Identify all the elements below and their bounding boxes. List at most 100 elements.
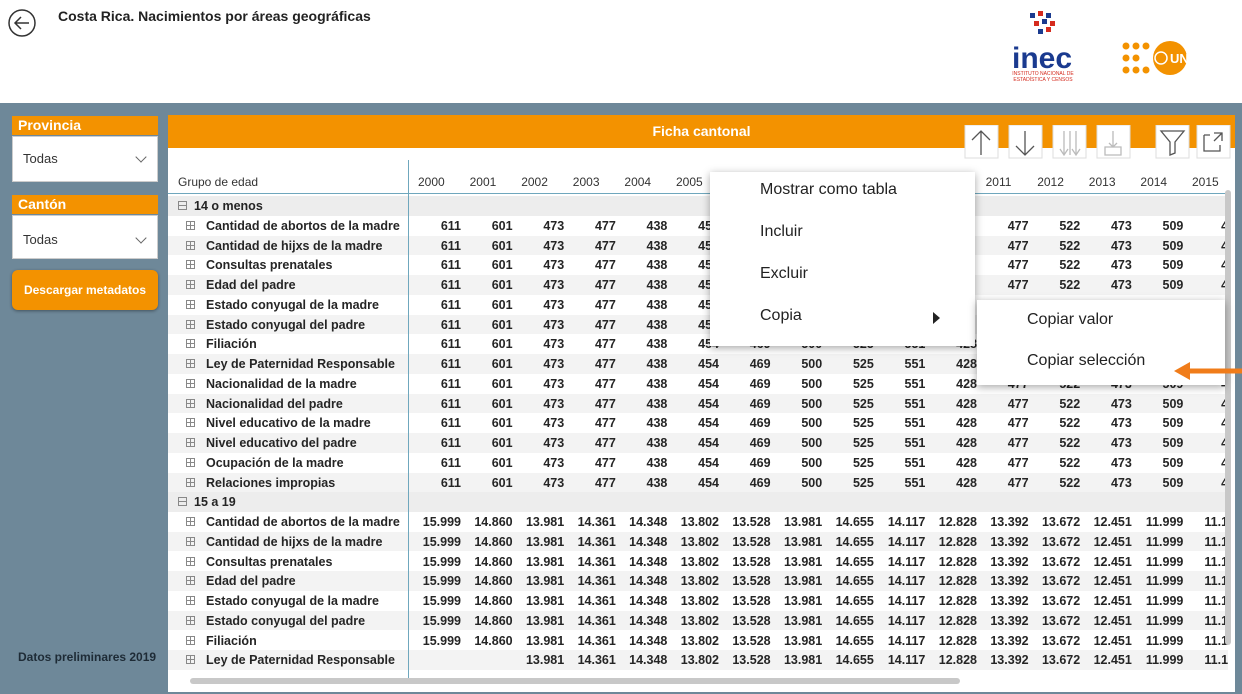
submenu-item[interactable]: Copiar selección xyxy=(1027,352,1146,369)
cell: 454 xyxy=(698,455,719,470)
expand-icon[interactable] xyxy=(186,220,195,230)
column-header[interactable]: 2015 xyxy=(1192,175,1219,189)
column-header[interactable]: Grupo de edad xyxy=(178,175,259,189)
cell: 13.528 xyxy=(732,653,771,668)
slicer-value: Todas xyxy=(23,232,58,247)
expand-icon[interactable] xyxy=(186,477,195,487)
expand-icon[interactable] xyxy=(186,319,195,329)
expand-icon[interactable] xyxy=(186,457,195,467)
cell: 611 xyxy=(440,416,461,431)
cell: 15.999 xyxy=(422,594,461,608)
menu-item[interactable]: Excluir xyxy=(760,265,809,282)
vertical-scrollbar[interactable] xyxy=(1225,190,1231,645)
slicer-dropdown[interactable]: Todas xyxy=(12,136,158,182)
expand-icon[interactable] xyxy=(186,536,195,546)
expand-icon[interactable] xyxy=(186,378,195,388)
cell: 473 xyxy=(543,357,565,371)
row-label: Nivel educativo de la madre xyxy=(206,416,371,431)
cell: 477 xyxy=(1007,396,1029,411)
column-header[interactable]: 2002 xyxy=(521,175,548,189)
expand-icon[interactable] xyxy=(186,615,195,625)
expand-icon[interactable] xyxy=(186,398,195,408)
cell: 477 xyxy=(594,455,616,470)
cell: 13.981 xyxy=(525,653,565,668)
cell: 509 xyxy=(1162,218,1184,233)
cell: 14.655 xyxy=(835,633,874,648)
cell: 13.981 xyxy=(525,613,565,628)
cell: 11.17 xyxy=(1204,554,1228,569)
cell: 13.802 xyxy=(680,574,719,589)
cell: 601 xyxy=(491,416,513,431)
cell: 15.999 xyxy=(422,554,461,569)
expand-icon[interactable] xyxy=(186,418,195,428)
cell: 525 xyxy=(852,455,874,470)
data-row: Cantidad de hijxs de la madre 15.999 14.86… xyxy=(168,531,1228,552)
cell: 13.392 xyxy=(990,613,1029,628)
column-header[interactable]: 2001 xyxy=(469,175,497,189)
horizontal-scrollbar[interactable] xyxy=(190,678,960,684)
cell: 525 xyxy=(852,376,874,391)
cell: 43 xyxy=(1185,219,1228,233)
expand-icon[interactable] xyxy=(186,359,195,368)
expand-icon[interactable] xyxy=(186,556,195,566)
cell: 13.528 xyxy=(732,574,771,589)
cell: 12.828 xyxy=(938,613,977,628)
cell: 454 xyxy=(698,376,719,391)
expand-icon[interactable] xyxy=(186,635,195,645)
cell: 13.802 xyxy=(680,653,719,668)
slicer-dropdown[interactable]: Todas xyxy=(12,215,158,259)
column-header[interactable]: 2013 xyxy=(1088,175,1116,189)
expand-icon[interactable] xyxy=(186,240,195,250)
row-label: Consultas prenatales xyxy=(206,258,333,273)
cell: 428 xyxy=(956,357,977,371)
expand-icon[interactable] xyxy=(186,339,195,349)
menu-item[interactable]: Copia xyxy=(760,307,802,324)
expand-icon[interactable] xyxy=(186,517,195,526)
expand-icon[interactable] xyxy=(186,280,195,289)
cell: 13.672 xyxy=(1041,534,1081,549)
column-header[interactable]: 2014 xyxy=(1140,175,1168,189)
cell: 522 xyxy=(1059,475,1081,490)
expand-icon[interactable] xyxy=(186,260,195,270)
cell: 13.981 xyxy=(783,534,823,549)
cell: 13.528 xyxy=(732,594,771,608)
cell: 14.361 xyxy=(577,515,616,529)
cell: 13.672 xyxy=(1041,515,1081,529)
data-row: Edad del padre 611 601 473 477 438 454 477 522 47… xyxy=(168,275,1228,295)
cell: 473 xyxy=(543,416,565,431)
cell: 469 xyxy=(749,357,771,371)
cell: 522 xyxy=(1059,396,1081,411)
cell: 428 xyxy=(956,396,977,411)
collapse-icon[interactable] xyxy=(178,201,187,210)
column-header[interactable]: 2000 xyxy=(418,175,445,189)
cell: 611 xyxy=(440,238,461,253)
expand-icon[interactable] xyxy=(186,596,195,605)
cell: 14.655 xyxy=(835,613,874,628)
cell: 12.828 xyxy=(938,534,977,549)
cell: 477 xyxy=(594,416,616,431)
cell: 428 xyxy=(956,376,977,391)
column-header[interactable]: 2011 xyxy=(985,175,1012,189)
column-header[interactable]: 2005 xyxy=(676,175,703,189)
cell: 14.655 xyxy=(835,534,874,549)
column-header[interactable]: 2003 xyxy=(572,175,600,189)
cell: 13.392 xyxy=(990,594,1029,608)
back-button[interactable] xyxy=(7,8,37,38)
cell: 11.17 xyxy=(1204,574,1228,589)
cell: 13.392 xyxy=(990,534,1029,549)
submenu-item[interactable]: Copiar valor xyxy=(1027,311,1114,328)
column-header[interactable]: 2012 xyxy=(1037,175,1064,189)
collapse-icon[interactable] xyxy=(178,497,187,507)
menu-item[interactable]: Incluir xyxy=(760,223,803,240)
cell: 43 xyxy=(1185,278,1228,292)
column-header[interactable]: 2004 xyxy=(624,175,652,189)
cell: 525 xyxy=(852,475,874,490)
cell: 14.117 xyxy=(887,534,926,549)
expand-icon[interactable] xyxy=(186,576,195,586)
cell: 509 xyxy=(1162,238,1184,253)
expand-icon[interactable] xyxy=(186,299,195,309)
expand-icon[interactable] xyxy=(186,438,195,447)
menu-item[interactable]: Mostrar como tabla xyxy=(760,181,897,198)
download-button[interactable]: Descargar metadatos xyxy=(12,270,158,310)
expand-icon[interactable] xyxy=(186,655,195,665)
